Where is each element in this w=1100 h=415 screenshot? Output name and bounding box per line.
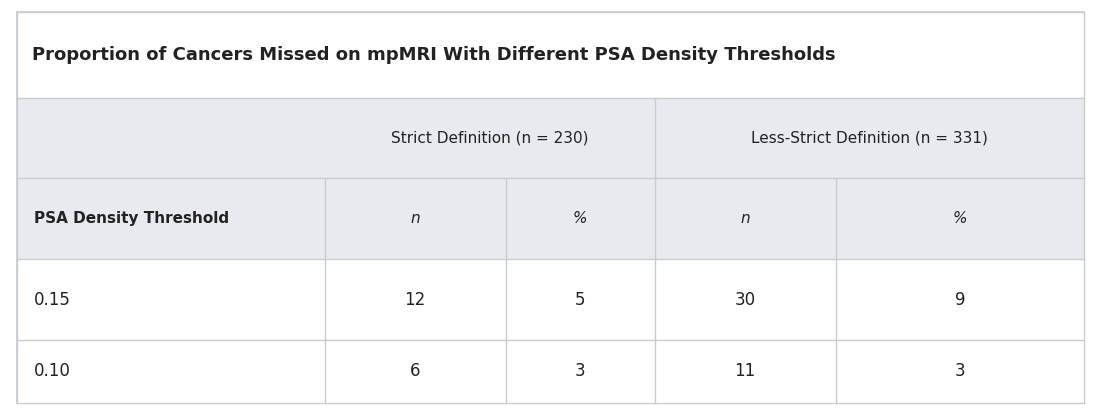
Text: Less-Strict Definition (n = 331): Less-Strict Definition (n = 331) <box>750 130 988 146</box>
Text: Strict Definition (n = 230): Strict Definition (n = 230) <box>390 130 588 146</box>
Text: 0.10: 0.10 <box>34 362 72 381</box>
Text: PSA Density Threshold: PSA Density Threshold <box>34 211 229 227</box>
Text: 0.15: 0.15 <box>34 291 72 309</box>
Bar <box>16 178 1084 259</box>
Text: n: n <box>410 211 420 227</box>
Text: 3: 3 <box>955 362 965 381</box>
Bar <box>16 98 1084 178</box>
Text: 12: 12 <box>405 291 426 309</box>
Text: %: % <box>953 211 967 227</box>
Text: %: % <box>573 211 587 227</box>
Text: 30: 30 <box>735 291 756 309</box>
Bar <box>16 259 1084 340</box>
Text: 11: 11 <box>735 362 756 381</box>
Bar <box>16 340 1084 403</box>
Text: 5: 5 <box>575 291 585 309</box>
Text: 9: 9 <box>955 291 965 309</box>
Text: 6: 6 <box>410 362 420 381</box>
Text: 3: 3 <box>575 362 585 381</box>
Bar <box>16 12 1084 98</box>
Text: Proportion of Cancers Missed on mpMRI With Different PSA Density Thresholds: Proportion of Cancers Missed on mpMRI Wi… <box>32 46 836 64</box>
Text: n: n <box>740 211 750 227</box>
